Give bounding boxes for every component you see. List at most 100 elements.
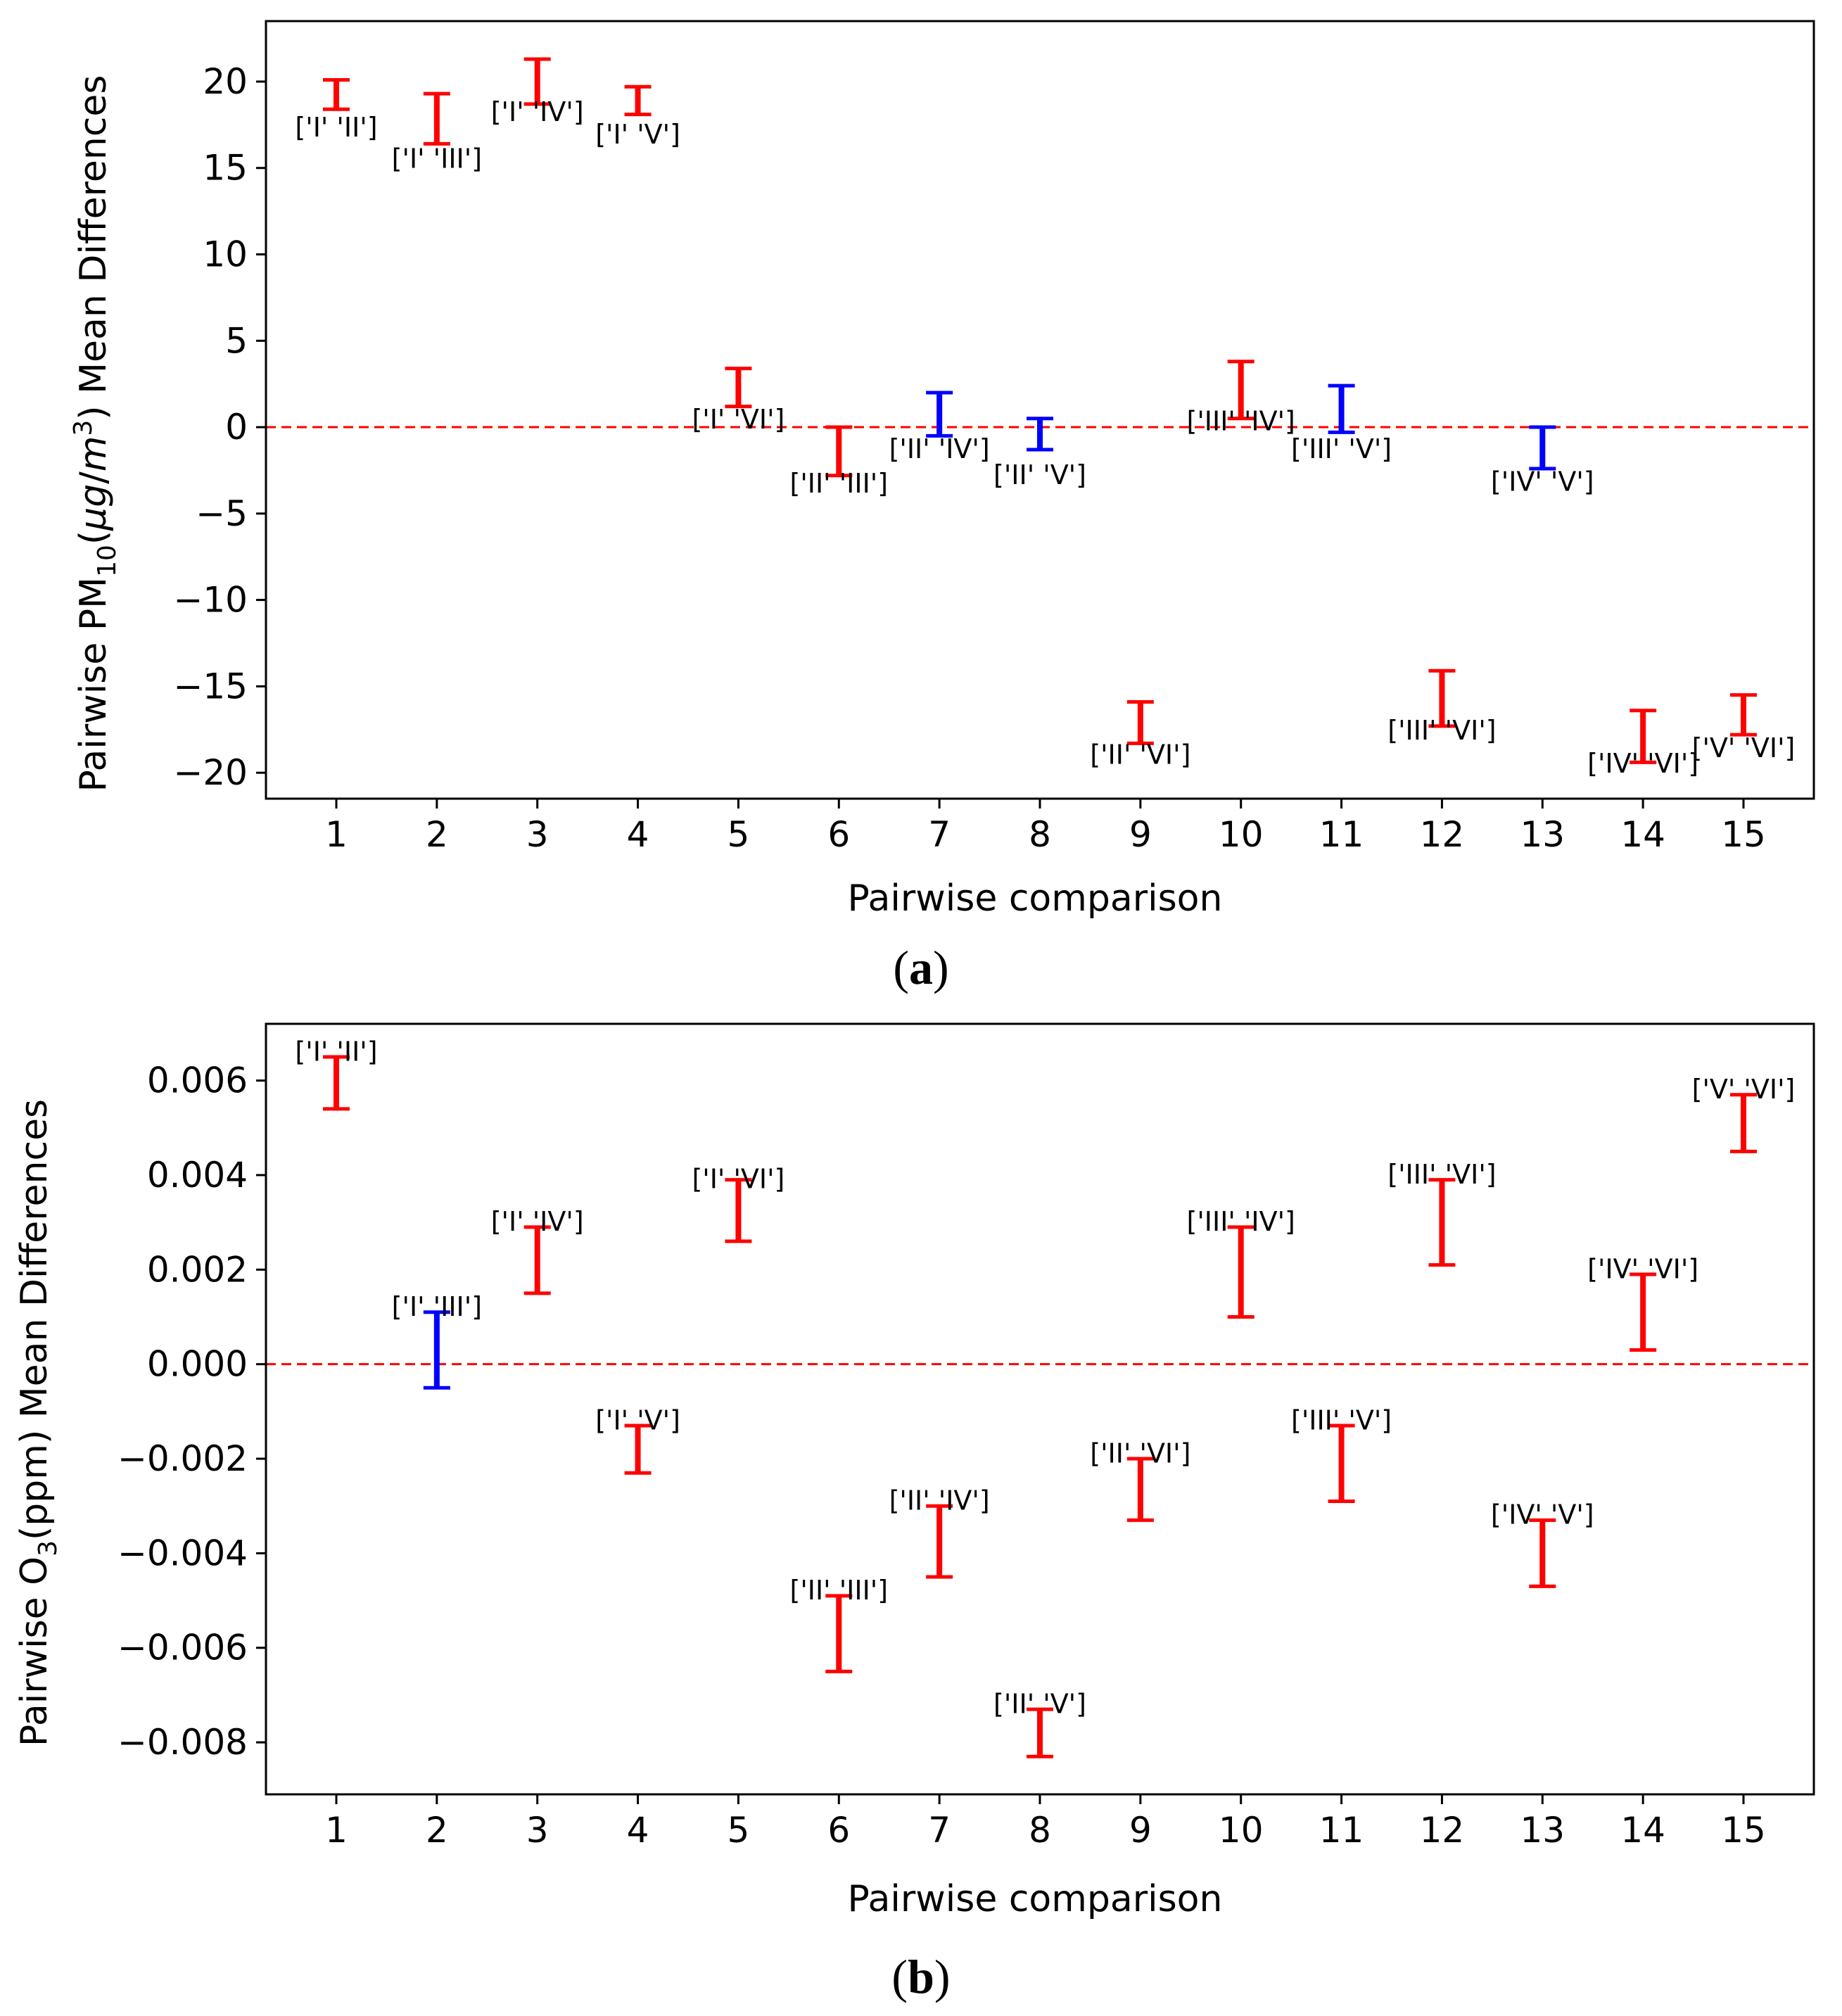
panel-b-annotation-9: ['II' 'VI'] bbox=[1090, 1438, 1190, 1469]
panel-b-annotation-10: ['III' 'IV'] bbox=[1187, 1206, 1295, 1237]
panel-a-x-tick-label: 2 bbox=[426, 814, 448, 855]
panel-b-x-tick-label: 14 bbox=[1620, 1810, 1665, 1851]
panel-a-errorbar-2 bbox=[423, 91, 450, 146]
panel-b-y-axis-label-subscript: 3 bbox=[34, 1540, 63, 1557]
panel-b-y-tick-label: −0.008 bbox=[117, 1722, 248, 1763]
panel-a-y-axis-label-suffix: Mean Differences bbox=[72, 75, 115, 405]
panel-b-errorbar-9 bbox=[1126, 1457, 1154, 1522]
panel-b-y-tick-label: −0.002 bbox=[117, 1438, 248, 1479]
panel-b-annotation-3: ['I' 'IV'] bbox=[491, 1206, 584, 1237]
panel-a-annotation-1: ['I' 'II'] bbox=[295, 112, 377, 143]
panel-a-y-axis-label-prefix: Pairwise PM bbox=[72, 577, 115, 792]
panel-a-errorbar-9 bbox=[1126, 699, 1154, 745]
panel-b-x-tick-label: 15 bbox=[1721, 1810, 1766, 1851]
panel-a-x-axis-label: Pairwise comparison bbox=[848, 877, 1223, 920]
panel-b-y-tick-label: 0.002 bbox=[147, 1249, 248, 1290]
panel-a-errorbar-12 bbox=[1428, 668, 1456, 728]
panel-a-x-tick-label: 6 bbox=[827, 814, 850, 855]
panel-b-caption: (b) bbox=[891, 1950, 950, 2003]
panel-b-errorbar-2 bbox=[423, 1310, 450, 1390]
panel-a-errorbar-7 bbox=[926, 391, 953, 438]
panel-b: 0.006 0.004 0.002 0.000 −0.002 −0.004 −0.006 −0… bbox=[13, 1022, 1815, 2003]
panel-a-y-tick-label: 15 bbox=[203, 148, 248, 189]
panel-a-x-tick-label: 12 bbox=[1420, 814, 1465, 855]
panel-a-x-tick-label: 9 bbox=[1129, 814, 1152, 855]
panel-b-annotation-11: ['III' 'V'] bbox=[1291, 1405, 1392, 1435]
panel-b-x-tick-label: 2 bbox=[426, 1810, 448, 1851]
panel-b-errorbar-4 bbox=[624, 1424, 652, 1475]
panel-a-annotation-2: ['I' 'III'] bbox=[392, 143, 482, 174]
panel-b-errorbar-6 bbox=[825, 1594, 853, 1673]
panel-b-y-axis-label: Pairwise O3(ppm) Mean Differences bbox=[13, 1099, 63, 1746]
panel-b-y-tick-label: 0.000 bbox=[147, 1344, 248, 1385]
panel-a-annotation-6: ['II' 'III'] bbox=[790, 468, 889, 499]
panel-a-errorbar-8 bbox=[1027, 417, 1053, 452]
panel-a-errorbar-13 bbox=[1529, 425, 1556, 471]
panel-b-errorbar-11 bbox=[1328, 1424, 1355, 1503]
panel-a-annotation-14: ['IV' 'VI'] bbox=[1587, 748, 1698, 779]
panel-b-x-tick-label: 8 bbox=[1029, 1810, 1051, 1851]
panel-a-annotation-3: ['I' 'IV'] bbox=[491, 96, 584, 127]
panel-b-errorbar-8 bbox=[1027, 1707, 1053, 1758]
panel-a-annotation-7: ['II' 'IV'] bbox=[889, 433, 990, 464]
panel-b-errorbar-3 bbox=[523, 1225, 551, 1295]
panel-b-annotation-2: ['I' 'III'] bbox=[392, 1291, 482, 1322]
panel-a-errorbar-4 bbox=[624, 84, 652, 117]
panel-b-x-tick-label: 7 bbox=[928, 1810, 951, 1851]
panel-b-y-axis-label-prefix: Pairwise O bbox=[13, 1557, 56, 1746]
panel-b-errorbar-7 bbox=[926, 1504, 953, 1579]
panel-b-annotation-13: ['IV' 'V'] bbox=[1491, 1500, 1594, 1530]
panel-a-axes-frame bbox=[265, 20, 1815, 800]
panel-a-y-axis-label-unit-close: ) bbox=[72, 405, 115, 419]
panel-a-x-tick-label: 10 bbox=[1219, 814, 1264, 855]
panel-a-errorbar-11 bbox=[1328, 383, 1355, 434]
panel-a-y-axis-label-unit-exp: 3 bbox=[69, 420, 98, 436]
panel-b-x-tick-label: 5 bbox=[728, 1810, 750, 1851]
panel-b-annotation-12: ['III' 'VI'] bbox=[1387, 1159, 1496, 1190]
panel-b-y-axis-label-suffix: (ppm) Mean Differences bbox=[13, 1099, 56, 1540]
panel-a-annotation-8: ['II' 'V'] bbox=[993, 459, 1086, 490]
panel-b-x-tick-label: 9 bbox=[1129, 1810, 1152, 1851]
panel-b-annotation-14: ['IV' 'VI'] bbox=[1587, 1253, 1698, 1284]
panel-b-x-axis-label: Pairwise comparison bbox=[848, 1878, 1223, 1920]
panel-a-errorbar-5 bbox=[725, 367, 752, 409]
panel-b-y-tick-label: 0.004 bbox=[147, 1155, 248, 1196]
panel-b-errorbar-13 bbox=[1529, 1518, 1556, 1588]
panel-b-errorbar-5 bbox=[725, 1178, 752, 1243]
panel-a-annotation-12: ['III' 'VI'] bbox=[1387, 715, 1496, 746]
panel-a-y-axis-label-subscript: 10 bbox=[93, 545, 122, 577]
panel-a-y-tick-label: 0 bbox=[225, 407, 248, 448]
panel-b-y-tick-label: −0.006 bbox=[117, 1628, 248, 1668]
panel-b-x-tick-label: 13 bbox=[1520, 1810, 1565, 1851]
panel-a-annotation-9: ['II' 'VI'] bbox=[1090, 740, 1190, 771]
panel-a-y-axis-label-unit-mu: μg bbox=[72, 484, 115, 531]
panel-a-annotation-4: ['I' 'V'] bbox=[595, 119, 680, 150]
panel-a-x-tick-label: 3 bbox=[526, 814, 549, 855]
panel-a-x-tick-label: 11 bbox=[1319, 814, 1364, 855]
panel-a-caption: (a) bbox=[893, 941, 948, 994]
panel-a-y-axis-label-unit-slash: / bbox=[72, 471, 115, 484]
panel-b-errorbar-1 bbox=[323, 1055, 350, 1111]
panel-b-errorbar-10 bbox=[1227, 1225, 1255, 1319]
panel-a-caption-letter: a bbox=[909, 941, 933, 994]
panel-a-errorbar-14 bbox=[1630, 709, 1657, 764]
panel-b-annotation-1: ['I' 'II'] bbox=[295, 1036, 377, 1067]
panel-b-plot-area: 0.006 0.004 0.002 0.000 −0.002 −0.004 −0.006 −0… bbox=[117, 1022, 1815, 1851]
panel-a-x-tick-label: 15 bbox=[1721, 814, 1766, 855]
panel-a-y-tick-label: 20 bbox=[203, 61, 248, 102]
panel-b-caption-letter: b bbox=[908, 1950, 934, 2003]
panel-a-annotation-10: ['III' 'IV'] bbox=[1187, 406, 1295, 437]
panel-a-annotation-13: ['IV' 'V'] bbox=[1491, 467, 1594, 497]
panel-a-y-tick-label: −15 bbox=[173, 666, 248, 706]
panel-b-errorbar-14 bbox=[1630, 1272, 1657, 1352]
panel-b-annotation-6: ['II' 'III'] bbox=[790, 1575, 889, 1606]
panel-b-x-tick-label: 3 bbox=[526, 1810, 549, 1851]
panel-a-x-tick-label: 1 bbox=[325, 814, 348, 855]
panel-b-annotation-15: ['V' 'VI'] bbox=[1692, 1074, 1796, 1105]
panel-b-x-tick-label: 6 bbox=[827, 1810, 850, 1851]
panel-a-errorbar-10 bbox=[1227, 360, 1255, 421]
panel-a-y-axis-label: Pairwise PM10(μg/m3) Mean Differences bbox=[69, 75, 122, 792]
